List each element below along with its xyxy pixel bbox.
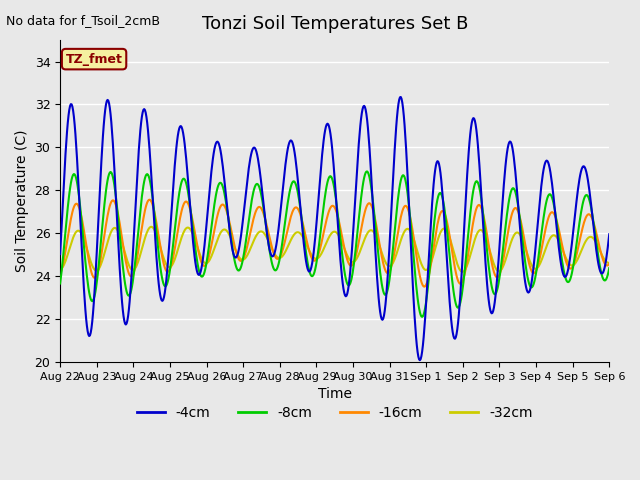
Text: TZ_fmet: TZ_fmet [66,53,122,66]
Title: Tonzi Soil Temperatures Set B: Tonzi Soil Temperatures Set B [202,15,468,33]
Y-axis label: Soil Temperature (C): Soil Temperature (C) [15,130,29,272]
X-axis label: Time: Time [317,387,352,401]
Text: No data for f_Tsoil_2cmB: No data for f_Tsoil_2cmB [6,14,161,27]
Legend: -4cm, -8cm, -16cm, -32cm: -4cm, -8cm, -16cm, -32cm [131,400,538,426]
